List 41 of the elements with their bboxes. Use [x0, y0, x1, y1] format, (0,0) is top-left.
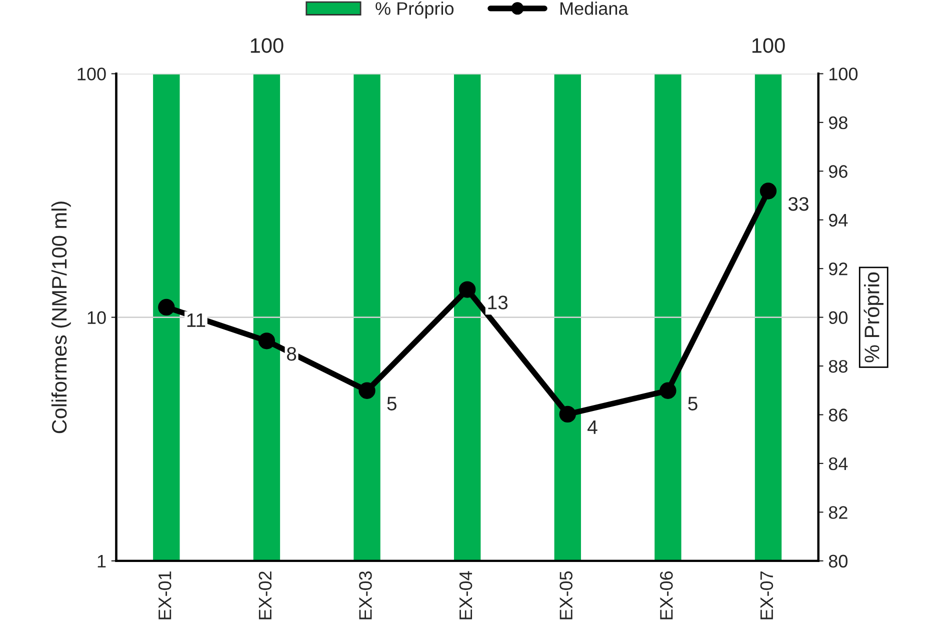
y2-tick-label: 96 — [828, 165, 848, 178]
point — [760, 182, 777, 200]
data-label: 100 — [250, 38, 284, 53]
y2-tick-label: 90 — [828, 311, 848, 324]
legend-label: Mediana — [560, 2, 628, 15]
y2-tick-label: 84 — [828, 457, 848, 470]
y2-tick-label: 82 — [828, 506, 848, 519]
y2-tick-label: 98 — [828, 116, 848, 130]
y-axis-title: Coliformes (NMP/100 ml) — [51, 202, 71, 434]
legend-label: % Próprio — [376, 1, 454, 18]
point — [158, 298, 175, 316]
x-tick-label: EX-03 — [359, 571, 372, 620]
y2-tick-label: 94 — [828, 214, 848, 227]
y2-tick-label: 86 — [828, 408, 848, 422]
x-tick-label: EX-02 — [258, 572, 272, 620]
x-tick-label: EX-07 — [760, 572, 774, 620]
data-label: 11 — [187, 313, 206, 327]
y2-axis-title: % Próprio — [864, 272, 884, 362]
data-label: 13 — [488, 296, 508, 310]
y2-tick-label: 88 — [828, 360, 848, 373]
data-label: 8 — [287, 346, 296, 361]
y-tick-label: 10 — [88, 311, 106, 324]
data-label: 33 — [788, 197, 808, 211]
data-label: 5 — [387, 396, 396, 410]
y2-tick-label: 92 — [828, 262, 848, 276]
point — [559, 406, 576, 423]
y2-tick-label: 100 — [830, 68, 858, 80]
x-tick-label: EX-06 — [660, 571, 673, 620]
point — [458, 281, 476, 298]
point — [660, 382, 676, 399]
data-label: 100 — [752, 38, 785, 53]
y2-tick-label: 80 — [828, 554, 848, 568]
point — [258, 332, 276, 350]
data-label: 5 — [688, 396, 698, 410]
x-tick-label: EX-05 — [560, 571, 572, 620]
y-tick-label: 100 — [78, 68, 106, 80]
data-label: 4 — [588, 420, 598, 434]
x-tick-label: EX-01 — [158, 571, 172, 620]
y-tick-label: 1 — [98, 554, 106, 568]
x-tick-label: EX-04 — [459, 571, 472, 620]
point — [358, 382, 376, 399]
